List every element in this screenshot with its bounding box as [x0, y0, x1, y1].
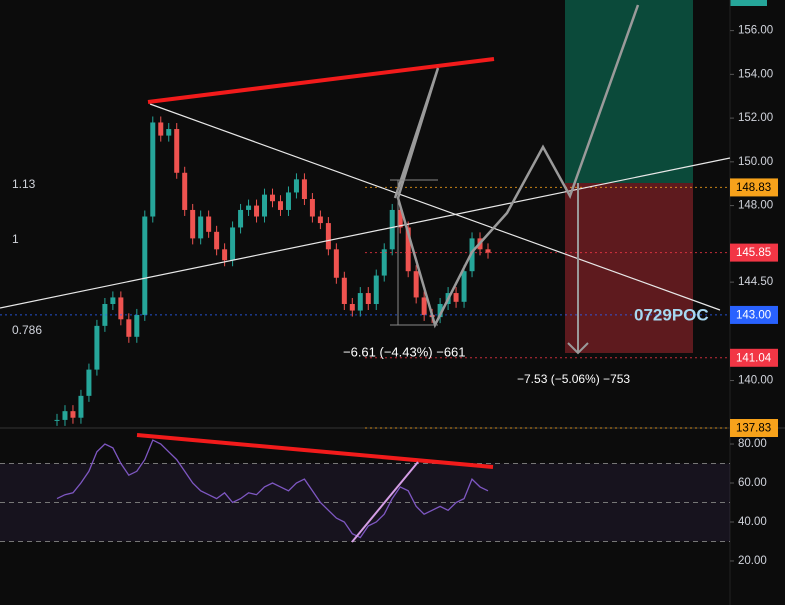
resistance-line — [147, 57, 495, 104]
y-tick-label: 140.00 — [738, 375, 773, 387]
candle — [389, 209, 395, 250]
price-badge-label: 137.83 — [736, 423, 771, 435]
candle — [485, 249, 491, 253]
candle — [110, 297, 116, 304]
candle — [94, 325, 100, 370]
trend-line — [0, 157, 731, 309]
candle — [413, 271, 419, 298]
price-badge-label: 148.83 — [736, 182, 771, 194]
candle — [230, 227, 236, 261]
y-tick-label: 156.00 — [738, 25, 773, 37]
candle — [62, 411, 68, 420]
price-badge-label: 143.00 — [736, 309, 771, 321]
rsi-divergence-line — [136, 433, 494, 469]
candle — [405, 227, 411, 272]
y-tick-label: 150.00 — [738, 156, 773, 168]
y-tick-label: 144.50 — [738, 276, 773, 288]
y-tick-label: 152.00 — [738, 112, 773, 124]
candle — [86, 369, 92, 396]
candle — [134, 314, 140, 337]
candle — [285, 192, 291, 210]
candle — [206, 216, 212, 232]
measure-label: −6.61 (−4.43%) −661 — [343, 344, 466, 359]
candle — [198, 216, 204, 239]
candle — [397, 209, 403, 228]
candle — [102, 303, 108, 326]
candle — [182, 172, 188, 210]
candle — [325, 223, 331, 250]
candle — [365, 293, 371, 304]
candle — [381, 249, 387, 276]
candle — [70, 411, 76, 418]
position-label: −7.53 (−5.06%) −753 — [517, 372, 630, 386]
candle — [118, 297, 124, 320]
stop-zone — [565, 183, 693, 353]
price-badge — [730, 305, 778, 324]
y-tick-label: 40.00 — [738, 516, 767, 528]
candle — [469, 238, 475, 272]
target-badge — [730, 0, 767, 6]
candle — [254, 205, 260, 217]
candle — [126, 319, 132, 337]
candle — [421, 297, 427, 315]
y-tick-label: 20.00 — [738, 555, 767, 567]
candle — [341, 277, 347, 304]
candle — [301, 179, 307, 200]
candle — [222, 249, 228, 261]
candle — [373, 275, 379, 304]
price-badge — [730, 243, 778, 262]
candle — [333, 249, 339, 278]
candle — [357, 293, 363, 311]
price-badge — [730, 419, 778, 437]
trend-line — [149, 103, 721, 311]
y-tick-label: 154.00 — [738, 68, 773, 80]
candle — [262, 194, 268, 217]
candle — [270, 194, 275, 202]
rsi-line — [56, 439, 489, 539]
candle — [190, 209, 196, 239]
candle — [214, 231, 220, 250]
fib-label: 1 — [12, 232, 19, 246]
candle — [54, 419, 60, 421]
candle — [158, 122, 164, 136]
candle — [317, 216, 323, 224]
y-tick-label: 60.00 — [738, 477, 767, 489]
y-tick-label: 80.00 — [738, 438, 767, 450]
price-badge — [730, 348, 778, 367]
candle — [453, 293, 459, 302]
arrow-head — [567, 342, 589, 355]
price-badge — [730, 178, 778, 197]
candle — [309, 199, 315, 217]
candle — [437, 303, 443, 318]
candle — [166, 129, 172, 136]
candle — [293, 179, 299, 193]
poc-label: 0729POC — [634, 305, 709, 324]
candle — [238, 209, 244, 228]
projection-path — [393, 4, 640, 329]
candle — [349, 303, 355, 311]
candle — [174, 129, 180, 173]
fib-label: 1.13 — [12, 177, 36, 191]
rsi-trend-line — [351, 461, 419, 543]
fib-label: 0.786 — [12, 323, 42, 337]
price-badge-label: 141.04 — [736, 352, 772, 364]
price-badge-label: 145.85 — [736, 247, 771, 259]
candle — [246, 205, 252, 210]
candle — [142, 216, 148, 315]
candle — [150, 122, 156, 217]
candle — [277, 201, 283, 210]
y-tick-label: 148.00 — [738, 200, 773, 212]
candle — [461, 271, 467, 302]
candle — [78, 395, 84, 418]
